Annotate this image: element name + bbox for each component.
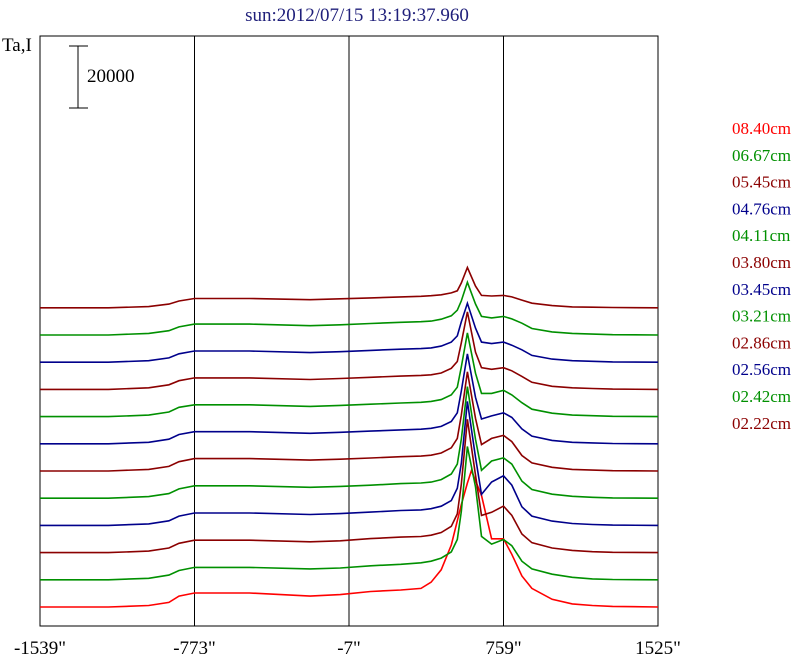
legend: 08.40cm 06.67cm 05.45cm 04.76cm 04.11cm 03.80… <box>732 119 791 433</box>
chart-title: sun:2012/07/15 13:19:37.960 <box>245 5 469 26</box>
legend-entry: 02.22cm <box>732 414 791 433</box>
legend-entry: 03.21cm <box>732 307 791 326</box>
legend-entry: 02.56cm <box>732 360 791 379</box>
series-line-03.45cm <box>40 353 659 445</box>
series-line-03.80cm <box>40 371 659 472</box>
legend-entry: 03.80cm <box>732 253 791 272</box>
series-line-02.42cm <box>40 279 659 336</box>
series-line-05.45cm <box>40 419 659 554</box>
series-line-04.76cm <box>40 401 659 527</box>
x-tick-label: 759" <box>485 638 521 659</box>
x-tick-label: -7" <box>337 638 361 659</box>
series-layer <box>40 265 659 608</box>
series-line-08.40cm <box>40 468 659 608</box>
series-line-03.21cm <box>40 332 659 418</box>
legend-entry: 02.86cm <box>732 333 791 352</box>
x-tick-labels: -1539" -773" -7" 759" 1525" <box>14 638 681 659</box>
x-tick-label: -773" <box>173 638 216 659</box>
scale-bar: 20000 <box>69 45 135 109</box>
x-tick-label: 1525" <box>635 638 681 659</box>
legend-entry: 06.67cm <box>732 146 791 165</box>
series-line-02.86cm <box>40 311 659 391</box>
legend-entry: 04.76cm <box>732 199 791 218</box>
legend-entry: 04.11cm <box>732 226 790 245</box>
series-line-06.67cm <box>40 446 659 581</box>
series-line-02.22cm <box>40 265 659 309</box>
legend-entry: 08.40cm <box>732 119 791 138</box>
legend-entry: 02.42cm <box>732 387 791 406</box>
series-line-04.11cm <box>40 386 659 500</box>
grid-lines <box>194 36 504 626</box>
legend-entry: 05.45cm <box>732 173 791 192</box>
series-line-02.56cm <box>40 300 659 364</box>
scale-bar-label: 20000 <box>87 66 135 87</box>
legend-entry: 03.45cm <box>732 280 791 299</box>
x-tick-label: -1539" <box>14 638 66 659</box>
y-axis-label: Ta,I <box>2 35 32 56</box>
